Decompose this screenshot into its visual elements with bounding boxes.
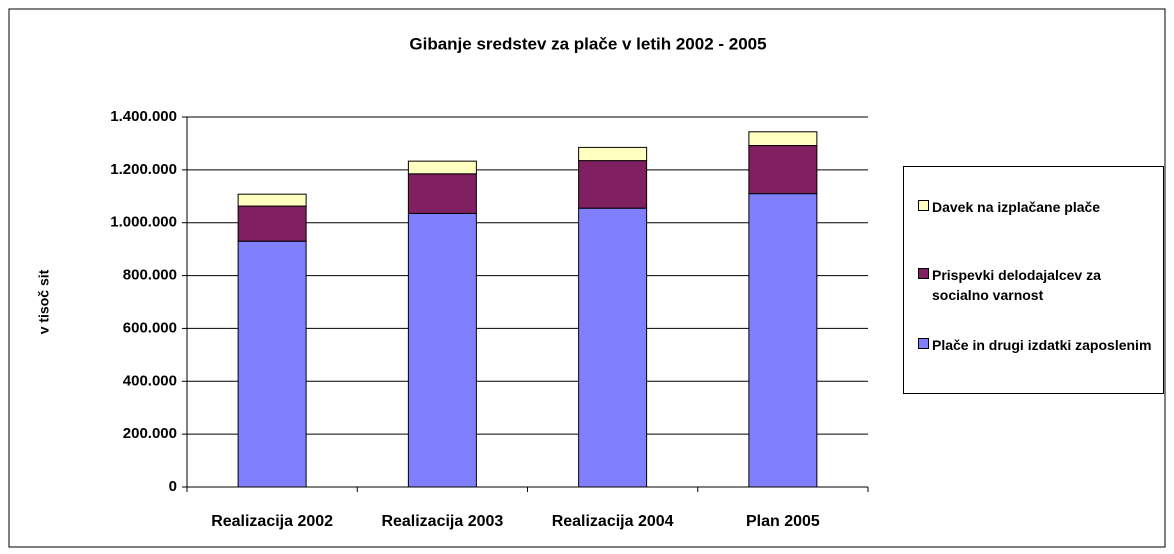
- bar-segment: [407, 173, 477, 214]
- legend-item: Plače in drugi izdatki zaposlenim: [918, 335, 1158, 355]
- bar-segment: [237, 193, 307, 207]
- y-tick-label: 800.000: [123, 267, 177, 284]
- legend-swatch: [918, 200, 929, 211]
- bar-segment: [578, 207, 648, 488]
- y-tick-label: 1.400.000: [110, 108, 177, 125]
- x-tick-label: Realizacija 2002: [211, 513, 333, 530]
- bar-segment: [237, 205, 307, 242]
- y-tick-label: 200.000: [123, 425, 177, 442]
- bar-segment: [407, 160, 477, 175]
- legend-swatch: [918, 338, 929, 349]
- bar-segment: [407, 212, 477, 488]
- legend: Davek na izplačane plače Prispevki deloda…: [903, 166, 1164, 394]
- legend-label: Prispevki delodajalcev za socialno varno…: [932, 267, 1101, 303]
- x-tick-label: Realizacija 2004: [552, 513, 674, 530]
- x-tick-label: Plan 2005: [746, 513, 820, 530]
- bar-segment: [237, 240, 307, 488]
- y-tick-label: 1.200.000: [110, 161, 177, 178]
- legend-label: Plače in drugi izdatki zaposlenim: [932, 337, 1152, 353]
- bar-segment: [578, 160, 648, 209]
- y-tick-label: 0: [169, 478, 177, 495]
- y-tick-label: 600.000: [123, 319, 177, 336]
- legend-label: Davek na izplačane plače: [932, 199, 1101, 215]
- bar-segment: [578, 146, 648, 162]
- bar-segment: [748, 193, 818, 488]
- y-tick-label: 1.000.000: [110, 214, 177, 231]
- y-tick-label: 400.000: [123, 372, 177, 389]
- legend-swatch: [918, 268, 929, 279]
- bar-segment: [748, 145, 818, 195]
- legend-item: Davek na izplačane plače: [918, 197, 1158, 217]
- y-axis-label: v tisoč sit: [36, 269, 52, 334]
- bar-segment: [748, 131, 818, 147]
- chart-title: Gibanje sredstev za plače v letih 2002 -…: [409, 34, 766, 53]
- legend-item: Prispevki delodajalcev za socialno varno…: [918, 265, 1158, 305]
- x-tick-label: Realizacija 2003: [381, 513, 503, 530]
